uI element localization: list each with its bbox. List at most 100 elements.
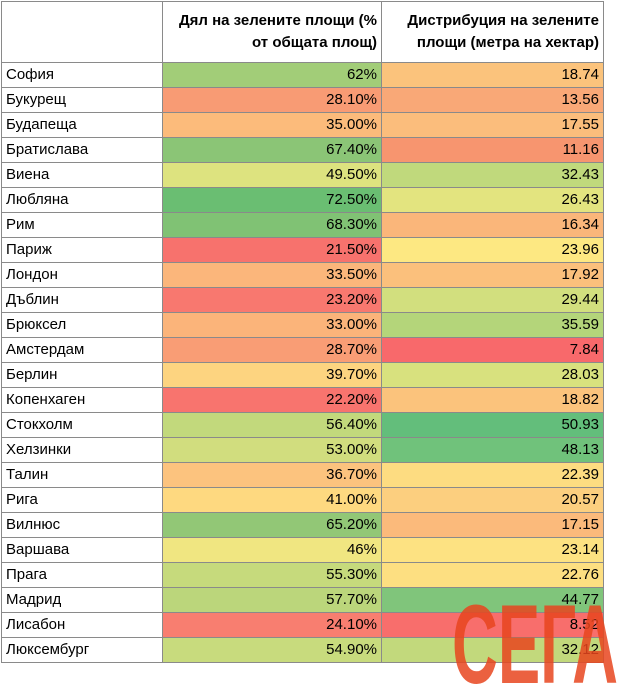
city-cell: Лисабон (1, 612, 163, 638)
city-cell: Прага (1, 562, 163, 588)
green-share-cell: 36.70% (162, 462, 382, 488)
table-row: Амстердам 28.70% 7.84 (1, 337, 604, 363)
header-green-share: Дял на зелените площи (% от общата площ) (162, 1, 382, 63)
green-distribution-cell: 22.39 (381, 462, 604, 488)
table-row: Стокхолм 56.40% 50.93 (1, 412, 604, 438)
green-space-table: Дял на зелените площи (% от общата площ)… (1, 1, 604, 663)
green-share-cell: 57.70% (162, 587, 382, 613)
green-distribution-cell: 48.13 (381, 437, 604, 463)
green-share-cell: 24.10% (162, 612, 382, 638)
table-row: Брюксел 33.00% 35.59 (1, 312, 604, 338)
green-distribution-cell: 18.74 (381, 62, 604, 88)
table-row: Мадрид 57.70% 44.77 (1, 587, 604, 613)
green-distribution-cell: 32.43 (381, 162, 604, 188)
green-share-cell: 68.30% (162, 212, 382, 238)
green-distribution-cell: 26.43 (381, 187, 604, 213)
green-distribution-cell: 8.52 (381, 612, 604, 638)
green-distribution-cell: 17.55 (381, 112, 604, 138)
green-distribution-cell: 17.15 (381, 512, 604, 538)
green-share-cell: 53.00% (162, 437, 382, 463)
header-city (1, 1, 163, 63)
table-row: Париж 21.50% 23.96 (1, 237, 604, 263)
green-distribution-cell: 32.12 (381, 637, 604, 663)
city-cell: Любляна (1, 187, 163, 213)
table-row: Рим 68.30% 16.34 (1, 212, 604, 238)
green-distribution-cell: 35.59 (381, 312, 604, 338)
city-cell: Берлин (1, 362, 163, 388)
city-cell: Париж (1, 237, 163, 263)
green-share-cell: 49.50% (162, 162, 382, 188)
table-row: Вилнюс 65.20% 17.15 (1, 512, 604, 538)
green-share-cell: 67.40% (162, 137, 382, 163)
table-row: Лондон 33.50% 17.92 (1, 262, 604, 288)
green-share-cell: 22.20% (162, 387, 382, 413)
green-distribution-cell: 50.93 (381, 412, 604, 438)
city-cell: Виена (1, 162, 163, 188)
green-distribution-cell: 29.44 (381, 287, 604, 313)
green-share-cell: 56.40% (162, 412, 382, 438)
table-row: Варшава 46% 23.14 (1, 537, 604, 563)
table-row: Братислава 67.40% 11.16 (1, 137, 604, 163)
table-row: Будапеща 35.00% 17.55 (1, 112, 604, 138)
green-distribution-cell: 11.16 (381, 137, 604, 163)
city-cell: Вилнюс (1, 512, 163, 538)
green-share-cell: 54.90% (162, 637, 382, 663)
green-share-cell: 65.20% (162, 512, 382, 538)
green-distribution-cell: 44.77 (381, 587, 604, 613)
city-cell: Будапеща (1, 112, 163, 138)
green-distribution-cell: 16.34 (381, 212, 604, 238)
city-cell: Талин (1, 462, 163, 488)
city-cell: Мадрид (1, 587, 163, 613)
green-share-cell: 21.50% (162, 237, 382, 263)
table-row: Виена 49.50% 32.43 (1, 162, 604, 188)
city-cell: Дъблин (1, 287, 163, 313)
table-row: Букурещ 28.10% 13.56 (1, 87, 604, 113)
green-share-cell: 28.10% (162, 87, 382, 113)
city-cell: Рим (1, 212, 163, 238)
green-share-cell: 35.00% (162, 112, 382, 138)
city-cell: Стокхолм (1, 412, 163, 438)
green-share-cell: 23.20% (162, 287, 382, 313)
table-row: София 62% 18.74 (1, 62, 604, 88)
city-cell: Варшава (1, 537, 163, 563)
green-distribution-cell: 17.92 (381, 262, 604, 288)
city-cell: Люксембург (1, 637, 163, 663)
green-share-cell: 46% (162, 537, 382, 563)
city-cell: Копенхаген (1, 387, 163, 413)
table-row: Хелзинки 53.00% 48.13 (1, 437, 604, 463)
table-body: София 62% 18.74 Букурещ 28.10% 13.56 Будапеща 3… (1, 62, 604, 663)
green-distribution-cell: 18.82 (381, 387, 604, 413)
green-share-cell: 28.70% (162, 337, 382, 363)
header-row: Дял на зелените площи (% от общата площ)… (1, 1, 604, 63)
table-row: Копенхаген 22.20% 18.82 (1, 387, 604, 413)
table-row: Берлин 39.70% 28.03 (1, 362, 604, 388)
header-green-distribution: Дистрибуция на зелените площи (метра на … (381, 1, 604, 63)
city-cell: Рига (1, 487, 163, 513)
city-cell: Амстердам (1, 337, 163, 363)
green-share-cell: 55.30% (162, 562, 382, 588)
table-row: Люксембург 54.90% 32.12 (1, 637, 604, 663)
city-cell: София (1, 62, 163, 88)
green-share-cell: 41.00% (162, 487, 382, 513)
green-distribution-cell: 23.14 (381, 537, 604, 563)
green-share-cell: 39.70% (162, 362, 382, 388)
table-row: Талин 36.70% 22.39 (1, 462, 604, 488)
green-distribution-cell: 23.96 (381, 237, 604, 263)
city-cell: Букурещ (1, 87, 163, 113)
table-row: Рига 41.00% 20.57 (1, 487, 604, 513)
city-cell: Брюксел (1, 312, 163, 338)
green-share-cell: 62% (162, 62, 382, 88)
green-distribution-cell: 13.56 (381, 87, 604, 113)
green-share-cell: 33.00% (162, 312, 382, 338)
city-cell: Братислава (1, 137, 163, 163)
table-row: Дъблин 23.20% 29.44 (1, 287, 604, 313)
table-row: Прага 55.30% 22.76 (1, 562, 604, 588)
green-distribution-cell: 20.57 (381, 487, 604, 513)
city-cell: Лондон (1, 262, 163, 288)
green-distribution-cell: 22.76 (381, 562, 604, 588)
green-distribution-cell: 7.84 (381, 337, 604, 363)
table-row: Любляна 72.50% 26.43 (1, 187, 604, 213)
green-share-cell: 33.50% (162, 262, 382, 288)
green-share-cell: 72.50% (162, 187, 382, 213)
green-distribution-cell: 28.03 (381, 362, 604, 388)
